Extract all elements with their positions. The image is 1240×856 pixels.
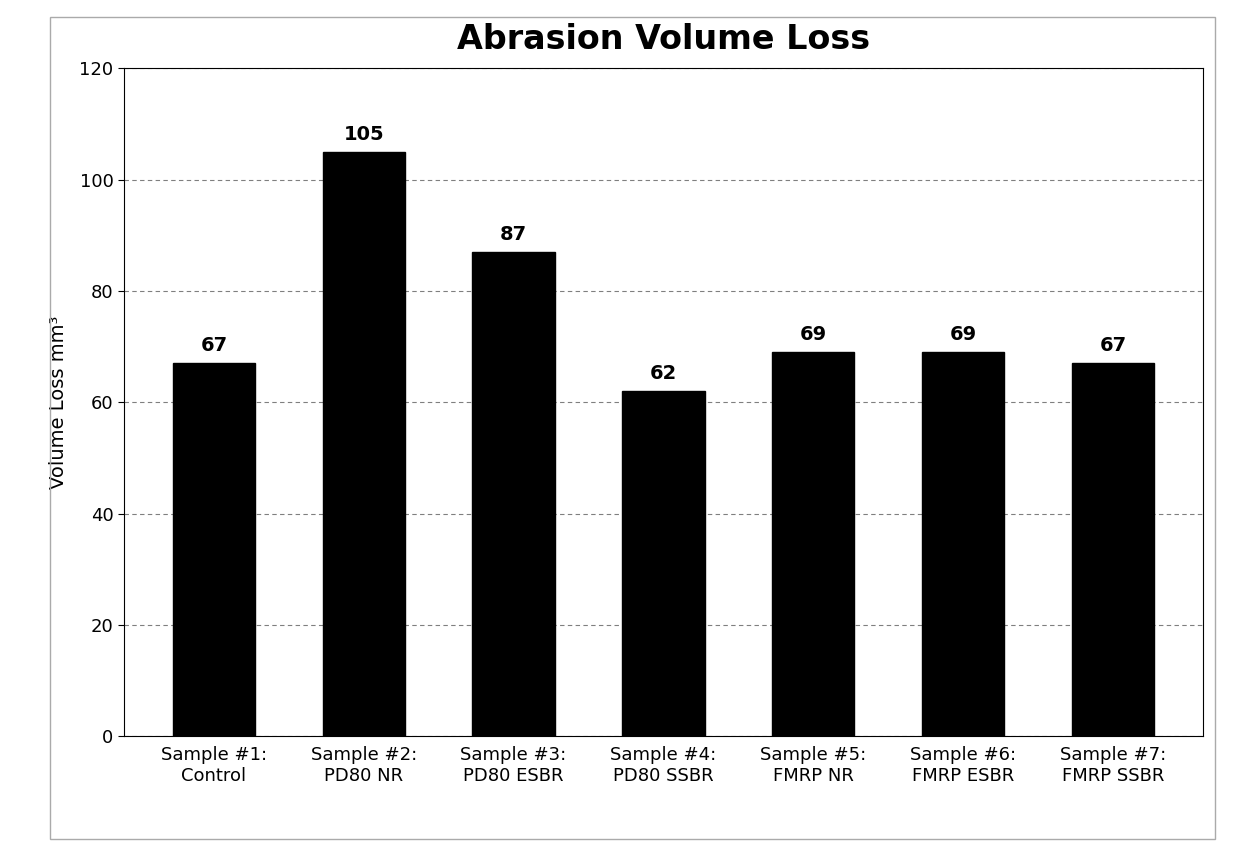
Bar xyxy=(472,253,554,736)
Text: 62: 62 xyxy=(650,364,677,383)
Bar xyxy=(622,391,704,736)
Text: 67: 67 xyxy=(201,336,227,355)
Bar xyxy=(773,353,854,736)
Text: 67: 67 xyxy=(1100,336,1126,355)
Bar xyxy=(921,353,1004,736)
Bar xyxy=(322,152,405,736)
Text: 105: 105 xyxy=(343,125,384,144)
Text: 69: 69 xyxy=(950,325,977,344)
Text: 87: 87 xyxy=(500,225,527,244)
Y-axis label: Volume Loss mm³: Volume Loss mm³ xyxy=(50,316,68,489)
Bar xyxy=(1071,364,1154,736)
Title: Abrasion Volume Loss: Abrasion Volume Loss xyxy=(456,23,870,56)
Bar xyxy=(172,364,255,736)
Text: 69: 69 xyxy=(800,325,827,344)
